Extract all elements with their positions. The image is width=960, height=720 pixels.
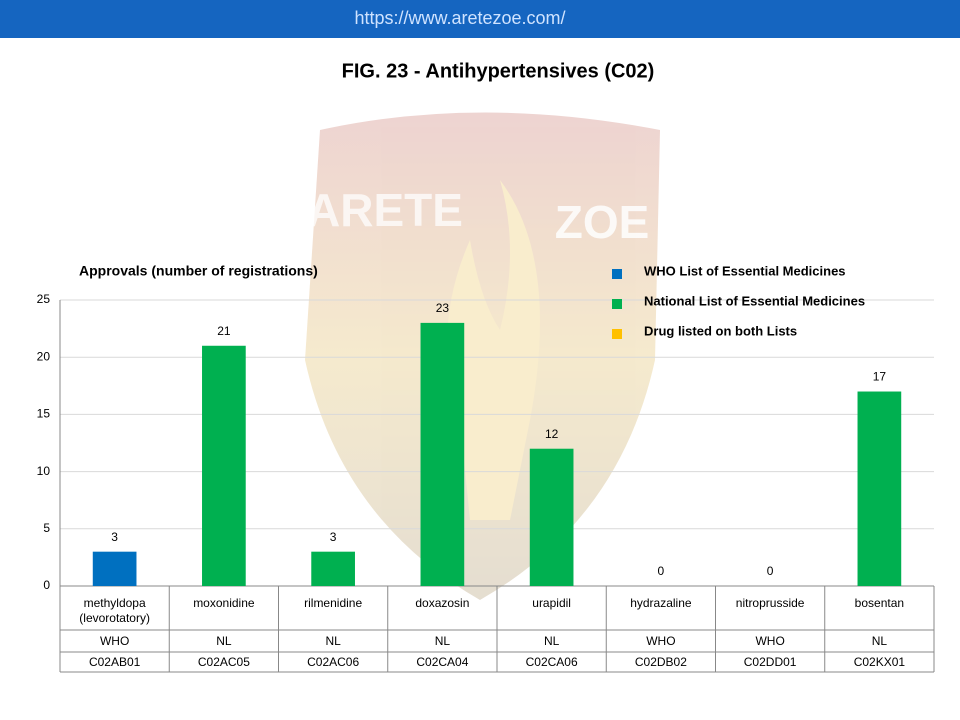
- bar: [529, 448, 574, 586]
- list-label: WHO: [646, 634, 676, 648]
- code-label: C02AB01: [88, 655, 141, 669]
- chart-title: FIG. 23 - Antihypertensives (C02): [342, 60, 655, 82]
- x-tick-label: rilmenidine: [304, 596, 363, 610]
- list-label: NL: [434, 634, 451, 648]
- list-label: WHO: [99, 634, 130, 648]
- value-label: 3: [330, 530, 337, 544]
- list-label: WHO: [755, 634, 785, 648]
- header-bar: https://www.aretezoe.com/: [0, 0, 960, 38]
- x-tick-label: doxazosin: [415, 596, 470, 610]
- chart-subtitle: Approvals (number of registrations): [79, 263, 318, 279]
- bar: [420, 322, 465, 586]
- y-tick-label: 15: [37, 407, 51, 421]
- value-label: 3: [111, 530, 118, 544]
- bar: [202, 345, 246, 586]
- bar: [857, 391, 902, 586]
- list-label: NL: [871, 634, 888, 648]
- value-label: 12: [545, 427, 559, 441]
- value-label: 21: [217, 324, 231, 338]
- legend-swatch: [612, 299, 622, 309]
- code-label: C02DD01: [743, 655, 797, 669]
- code-label: C02AC06: [307, 655, 360, 669]
- y-tick-label: 10: [37, 464, 51, 478]
- bar: [92, 551, 137, 586]
- watermark-text: ZOE: [555, 196, 650, 248]
- value-label: 17: [873, 370, 887, 384]
- legend-label: Drug listed on both Lists: [644, 323, 797, 338]
- code-label: C02CA06: [525, 655, 578, 669]
- x-tick-label: bosentan: [854, 596, 905, 610]
- x-tick-label: urapidil: [532, 596, 571, 610]
- legend-label: WHO List of Essential Medicines: [644, 263, 846, 278]
- x-tick-label: methyldopa (levorotatory): [79, 596, 150, 625]
- code-label: C02DB02: [634, 655, 687, 669]
- legend-label: National List of Essential Medicines: [644, 293, 865, 308]
- url: https://www.aretezoe.com/: [354, 8, 566, 28]
- y-tick-label: 0: [43, 578, 50, 592]
- x-tick-label: hydrazaline: [630, 596, 692, 610]
- list-label: NL: [325, 634, 341, 648]
- legend-swatch: [612, 329, 622, 339]
- x-tick-label: moxonidine: [193, 596, 255, 610]
- y-tick-label: 5: [43, 521, 50, 535]
- watermark-text: ARETE: [307, 184, 463, 236]
- y-tick-label: 25: [37, 292, 51, 306]
- y-tick-label: 20: [37, 349, 51, 363]
- legend-swatch: [612, 269, 622, 279]
- code-label: C02CA04: [416, 655, 469, 669]
- list-label: NL: [216, 634, 232, 648]
- list-label: NL: [543, 634, 560, 648]
- value-label: 0: [767, 564, 774, 578]
- x-tick-label: nitroprusside: [735, 596, 805, 610]
- code-label: C02AC05: [197, 655, 250, 669]
- code-label: C02KX01: [853, 655, 906, 669]
- bar: [311, 551, 355, 586]
- value-label: 0: [658, 564, 665, 578]
- value-label: 23: [436, 301, 450, 315]
